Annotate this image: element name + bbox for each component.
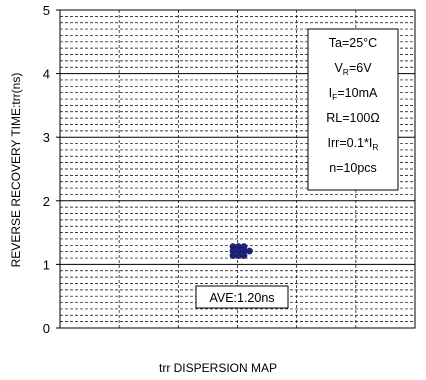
plot-frame: [59, 9, 416, 329]
data-points: [229, 243, 253, 259]
condition-line: n=10pcs: [329, 161, 377, 175]
condition-line: Irr=0.1*IR: [328, 136, 379, 152]
y-axis-ticks: 0 1 2 3 4 5: [43, 3, 60, 336]
data-point: [246, 247, 253, 255]
y-tick-label: 1: [43, 257, 50, 272]
y-tick-label: 2: [43, 194, 50, 209]
y-axis-title: REVERSE RECOVERY TIME:trr(ns): [9, 73, 23, 268]
condition-line: RL=100Ω: [326, 111, 379, 125]
y-tick-label: 4: [43, 67, 50, 82]
y-tick-label: 3: [43, 130, 50, 145]
condition-line: IF=10mA: [329, 86, 378, 102]
condition-line: Ta=25°C: [329, 36, 377, 50]
data-point: [240, 252, 248, 259]
average-box-frame: [195, 285, 289, 309]
y-tick-label: 0: [43, 321, 50, 336]
y-tick-label: 5: [43, 3, 50, 18]
average-label: AVE:1.20ns: [209, 291, 274, 305]
average-box: AVE:1.20ns: [195, 285, 289, 309]
conditions-box-frame: [307, 28, 399, 191]
conditions-box: Ta=25°C VR=6V IF=10mA RL=100Ω Irr=0.1*IR n=10…: [307, 28, 399, 191]
condition-line: VR=6V: [334, 61, 372, 77]
x-axis-title: trr DISPERSION MAP: [159, 361, 277, 375]
